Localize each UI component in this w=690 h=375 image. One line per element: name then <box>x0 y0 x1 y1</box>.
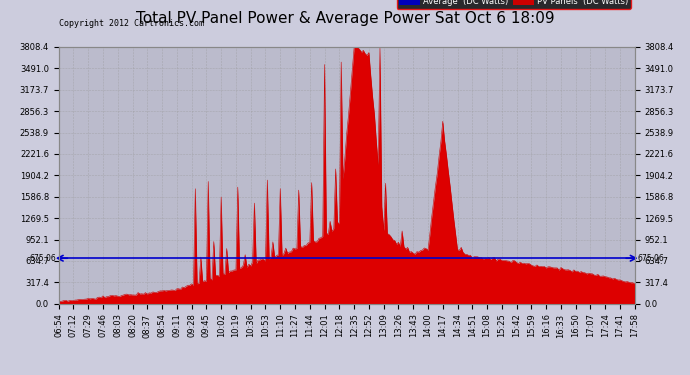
Text: Copyright 2012 Cartronics.com: Copyright 2012 Cartronics.com <box>59 19 204 28</box>
Text: 675.06: 675.06 <box>638 254 664 263</box>
Legend: Average  (DC Watts), PV Panels  (DC Watts): Average (DC Watts), PV Panels (DC Watts) <box>397 0 631 9</box>
Text: Total PV Panel Power & Average Power Sat Oct 6 18:09: Total PV Panel Power & Average Power Sat… <box>136 11 554 26</box>
Text: 675.06: 675.06 <box>29 254 56 263</box>
